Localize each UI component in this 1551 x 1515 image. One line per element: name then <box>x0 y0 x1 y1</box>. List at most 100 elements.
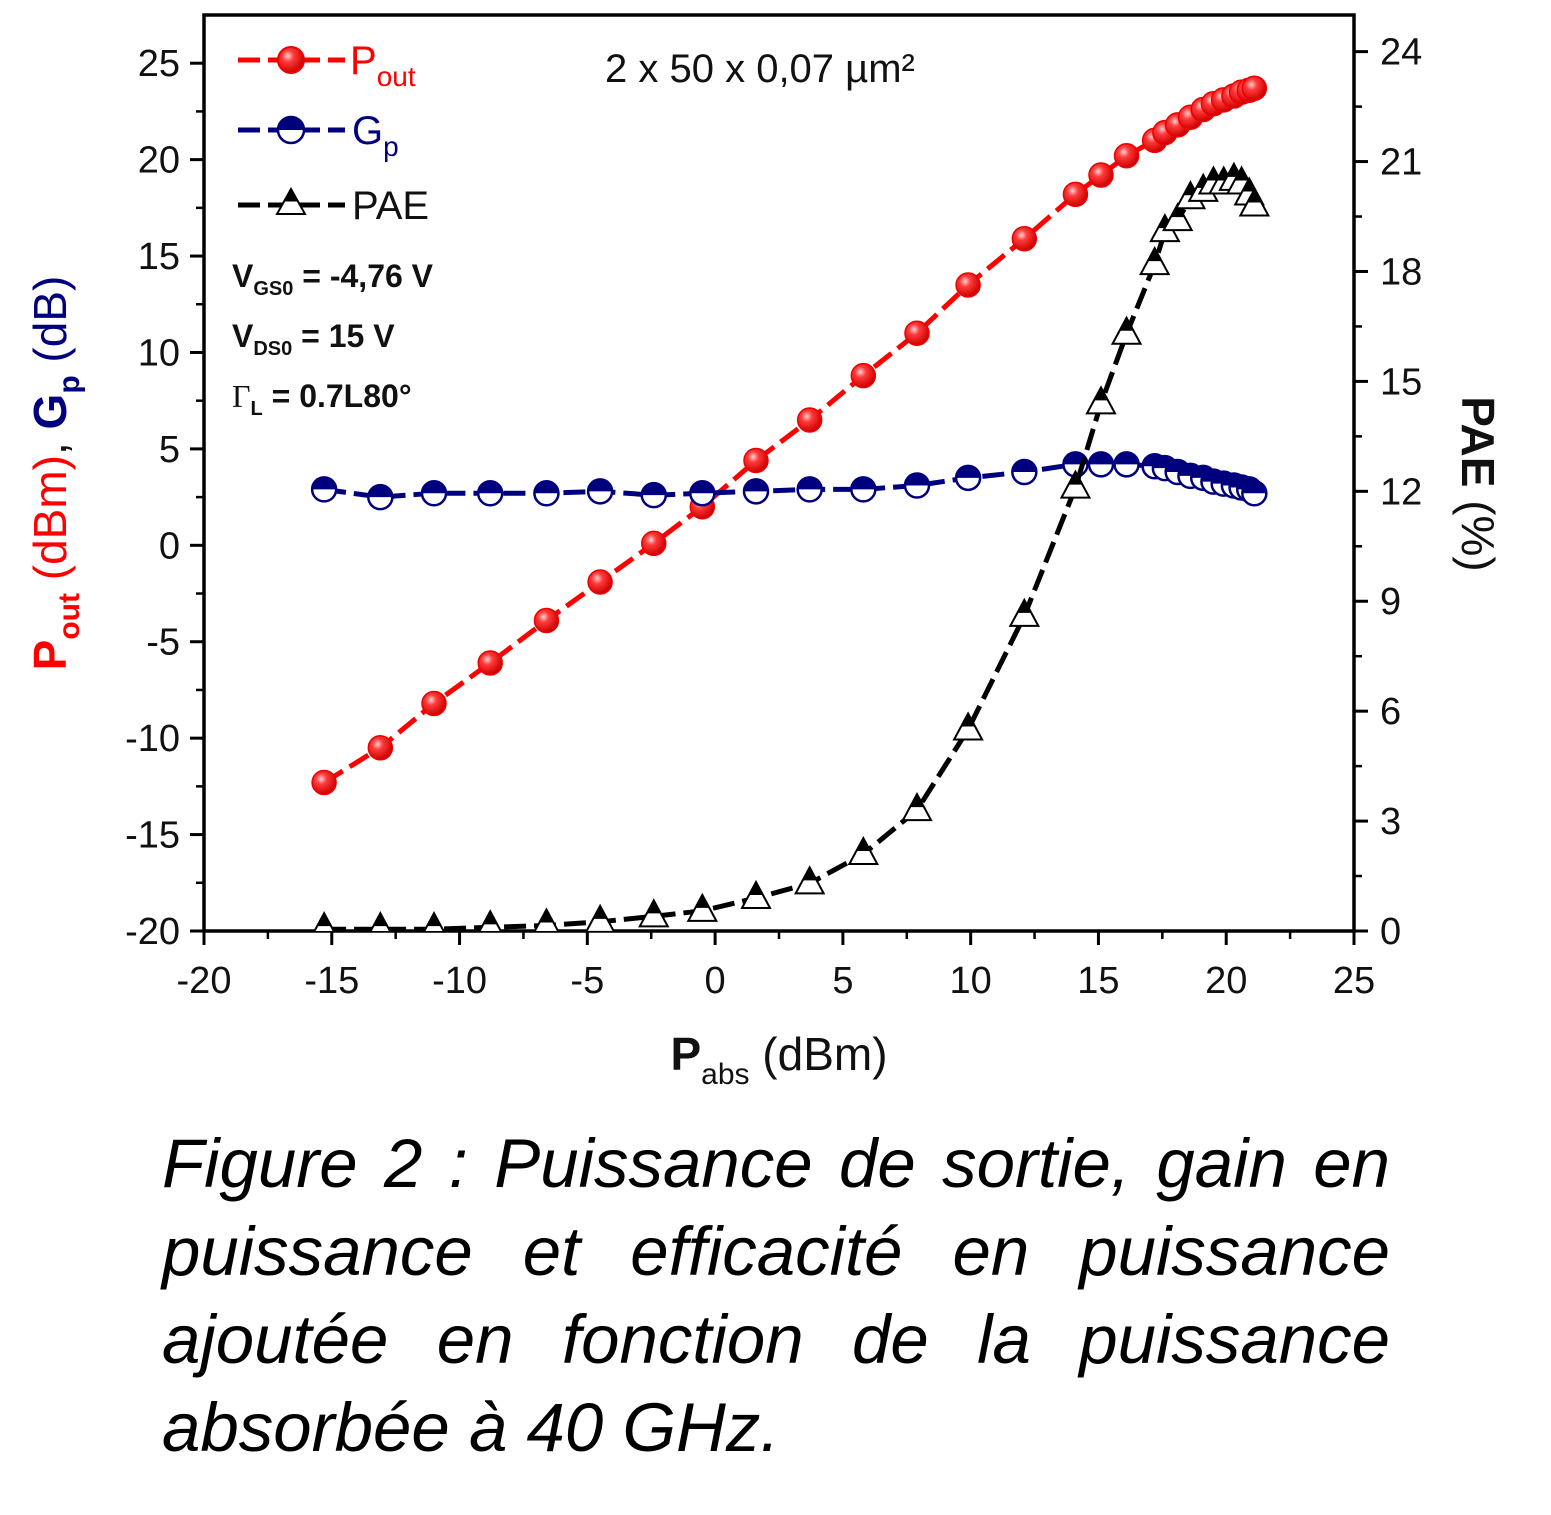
cond-vgs-main: V <box>232 258 254 294</box>
legend: Pout Gp PAE <box>238 39 429 228</box>
data-point-pae <box>1008 597 1041 627</box>
pae-marker-fill <box>427 913 441 927</box>
pae-marker-fill <box>1094 387 1108 401</box>
data-point-pae <box>478 909 502 931</box>
gp-marker-fill <box>478 481 503 494</box>
figure-caption: Figure 2 : Puissance de sortie, gain en … <box>162 1125 1390 1466</box>
gp-marker-fill <box>744 479 768 492</box>
y-left-tick-label: -10 <box>125 718 180 760</box>
pae-marker-fill <box>1242 178 1257 192</box>
svg-text:VGS0 = -4,76 V: VGS0 = -4,76 V <box>232 258 434 300</box>
legend-label-gp: G <box>352 109 383 153</box>
svg-text:VDS0 = 15 V: VDS0 = 15 V <box>232 318 395 360</box>
gp-marker-fill <box>1114 452 1139 465</box>
y-right-tick-label: 15 <box>1380 361 1422 403</box>
x-tick-label: 20 <box>1205 960 1247 1002</box>
data-point-pout <box>533 607 560 634</box>
y-left-tick-label: 0 <box>159 525 180 567</box>
gp-marker-fill <box>905 473 929 486</box>
legend-item-pout: Pout <box>238 39 416 92</box>
gp-marker-fill <box>956 465 981 478</box>
data-point-pae <box>952 711 984 741</box>
y-right-tick-label: 24 <box>1380 32 1422 74</box>
data-point-pae <box>1059 469 1092 499</box>
pae-marker-fill <box>646 900 661 914</box>
y-left-gp-main: G <box>24 394 76 430</box>
data-point-pout <box>1062 181 1089 208</box>
pae-marker-fill <box>1119 317 1134 331</box>
legend-item-gp: Gp <box>238 109 399 162</box>
gp-marker-fill <box>588 479 613 492</box>
y-axis-left: -20 -15 -10 -5 0 5 10 15 20 25 <box>125 43 204 953</box>
y-left-pout-main: P <box>24 640 76 671</box>
pae-marker-fill <box>483 911 498 925</box>
data-point-gp <box>367 483 394 511</box>
svg-text:Gp: Gp <box>352 109 399 162</box>
cond-vds-value: = 15 V <box>292 318 395 354</box>
y-right-tick-label: 12 <box>1380 471 1422 513</box>
pae-marker-fill <box>1247 189 1262 203</box>
y-right-tick-label: 21 <box>1380 142 1422 184</box>
x-tick-label: 0 <box>705 960 726 1002</box>
y-right-title-unit: (%) <box>1452 487 1504 571</box>
data-point-pae <box>423 911 445 931</box>
cond-vgs-sub: GS0 <box>253 278 293 300</box>
y-left-gp-unit: (dB) <box>24 276 76 376</box>
y-right-tick-label: 3 <box>1380 801 1401 843</box>
pae-marker-fill <box>1234 167 1249 181</box>
y-left-tick-label: 10 <box>138 332 180 374</box>
data-point-gp <box>796 476 823 503</box>
pae-marker-fill <box>856 838 871 852</box>
data-point-pout <box>1113 143 1140 169</box>
data-point-pae <box>1161 202 1194 232</box>
y-right-tick-label: 18 <box>1380 251 1422 293</box>
pae-marker-fill <box>749 882 763 896</box>
x-tick-label: -15 <box>304 960 359 1002</box>
data-point-pae <box>740 879 772 910</box>
x-tick-label: 25 <box>1333 960 1375 1002</box>
gp-marker-fill <box>641 483 666 496</box>
y-axis-left-title: Pout (dBm), Gp (dB) <box>24 276 86 671</box>
cond-gamma-main: Γ <box>232 378 251 414</box>
data-point-pae <box>686 892 719 922</box>
x-tick-label: -20 <box>177 960 232 1002</box>
x-axis-title-main: P <box>670 1028 701 1080</box>
chart-subtitle: 2 x 50 x 0,07 µm² <box>605 47 915 91</box>
series-line-pout <box>322 85 1256 785</box>
pae-marker-fill <box>317 913 332 927</box>
y-left-separator: , <box>24 429 76 455</box>
data-point-gp <box>689 479 716 507</box>
x-tick-label: -10 <box>432 960 487 1002</box>
data-point-gp <box>1011 458 1038 486</box>
data-point-pout <box>641 530 667 557</box>
data-point-pout <box>421 690 447 717</box>
y-axis-right: 0 3 6 9 12 15 18 21 24 <box>1354 32 1422 953</box>
data-point-pae <box>1110 315 1143 345</box>
data-point-pout <box>1241 75 1268 102</box>
gp-marker-fill <box>1089 452 1113 465</box>
gp-marker-fill <box>690 481 715 494</box>
pae-marker-fill <box>593 905 608 919</box>
data-point-pout <box>587 569 613 595</box>
y-left-tick-label: 20 <box>138 140 180 182</box>
data-point-pae <box>369 911 392 931</box>
y-axis-right-title: PAE (%) <box>1452 396 1504 572</box>
data-point-gp <box>420 479 448 507</box>
gp-marker-fill <box>797 477 822 490</box>
data-point-pout <box>796 407 823 433</box>
series-line-gp <box>323 461 1256 500</box>
legend-item-pae: PAE <box>238 184 429 228</box>
data-point-pout <box>1088 162 1114 188</box>
cond-vgs-value: = -4,76 V <box>293 258 433 294</box>
y-right-tick-label: 6 <box>1380 691 1401 733</box>
cond-gamma-sub: L <box>251 398 263 420</box>
chart: -20 -15 -10 -5 0 5 10 15 20 25 -20 -15 -10 -5 0 5 10 15 2… <box>24 13 1504 1091</box>
gp-marker-fill <box>1242 481 1267 494</box>
pae-marker-fill <box>1170 204 1185 218</box>
x-axis: -20 -15 -10 -5 0 5 10 15 20 25 <box>177 931 1375 1002</box>
data-point-pae <box>1238 187 1271 217</box>
y-left-tick-label: 25 <box>138 43 180 85</box>
y-left-pout-sub: out <box>53 593 86 640</box>
data-point-gp <box>1087 451 1115 478</box>
cond-gamma-value: = 0.7L80° <box>263 378 412 414</box>
